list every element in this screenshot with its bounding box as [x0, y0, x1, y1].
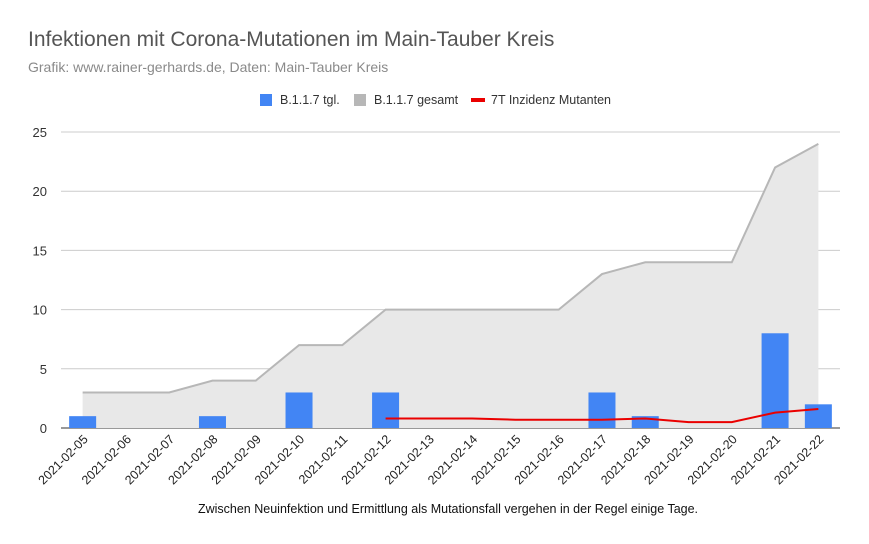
bar-2021-02-17 — [588, 392, 616, 428]
legend-swatch — [471, 98, 485, 102]
bar-2021-02-12 — [372, 392, 400, 428]
y-tick-label: 25 — [33, 125, 47, 140]
area-fill — [82, 143, 819, 428]
y-tick-label: 5 — [40, 362, 47, 377]
legend: B.1.1.7 tgl. B.1.1.7 gesamt 7T Inzidenz Mu… — [260, 93, 611, 107]
y-axis: 0 5 10 15 20 25 — [33, 125, 47, 436]
chart-title: Infektionen mit Corona-Mutationen im Mai… — [28, 28, 555, 51]
legend-swatch — [354, 94, 366, 106]
x-axis: 2021-02-052021-02-062021-02-072021-02-08… — [36, 432, 827, 487]
bar-2021-02-10 — [285, 392, 313, 428]
y-tick-label: 20 — [33, 184, 47, 199]
line-series — [385, 408, 819, 424]
y-tick-label: 10 — [33, 303, 47, 318]
legend-label: B.1.1.7 tgl. — [280, 93, 340, 107]
bar-2021-02-08 — [198, 416, 226, 428]
chart-subtitle: Grafik: www.rainer-gerhards.de, Daten: M… — [28, 59, 389, 75]
chart-footnote: Zwischen Neuinfektion und Ermittlung als… — [198, 502, 698, 516]
area-series — [82, 142, 819, 428]
y-tick-label: 15 — [33, 243, 47, 258]
bar-2021-02-22 — [804, 404, 832, 428]
incidence-line — [385, 408, 819, 424]
legend-label: B.1.1.7 gesamt — [374, 93, 459, 107]
legend-swatch — [260, 94, 272, 106]
y-tick-label: 0 — [40, 421, 47, 436]
area-line — [82, 142, 819, 394]
bar-series — [69, 333, 832, 428]
legend-label: 7T Inzidenz Mutanten — [491, 93, 611, 107]
bar-2021-02-05 — [69, 416, 97, 428]
bar-2021-02-18 — [631, 416, 659, 428]
